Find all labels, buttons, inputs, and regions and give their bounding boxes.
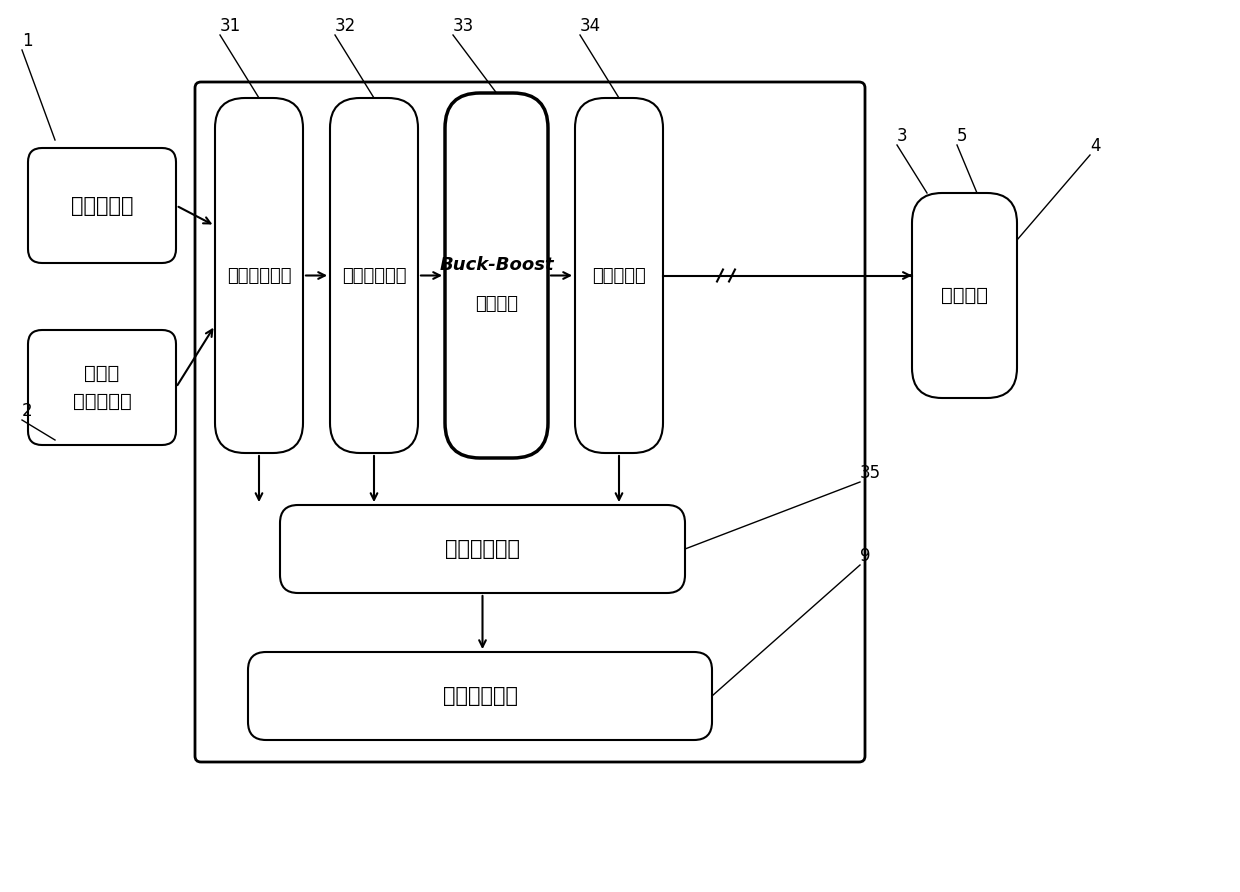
FancyBboxPatch shape	[195, 82, 866, 762]
Text: 35: 35	[861, 464, 882, 482]
Text: 线性稳压器: 线性稳压器	[593, 267, 646, 285]
Text: 31: 31	[219, 17, 242, 35]
Text: 34: 34	[580, 17, 601, 35]
FancyBboxPatch shape	[330, 98, 418, 453]
Text: 2: 2	[22, 402, 32, 420]
FancyBboxPatch shape	[575, 98, 663, 453]
FancyBboxPatch shape	[29, 148, 176, 263]
Text: 超级电容储能: 超级电容储能	[342, 267, 407, 285]
Text: 1: 1	[22, 32, 32, 50]
Text: 32: 32	[335, 17, 356, 35]
FancyBboxPatch shape	[248, 652, 712, 740]
Text: 运行监控模块: 运行监控模块	[445, 539, 520, 559]
Text: 太阳能电池: 太阳能电池	[71, 195, 133, 216]
FancyBboxPatch shape	[280, 505, 684, 593]
Text: 33: 33	[453, 17, 474, 35]
FancyBboxPatch shape	[215, 98, 303, 453]
Text: 开关电源: 开关电源	[475, 294, 518, 312]
Text: 外部负载: 外部负载	[941, 286, 988, 305]
Text: 3: 3	[897, 127, 908, 145]
Text: Buck-Boost: Buck-Boost	[439, 257, 554, 275]
FancyBboxPatch shape	[29, 330, 176, 445]
Text: 振动式
能量收集器: 振动式 能量收集器	[73, 364, 131, 411]
Text: 5: 5	[957, 127, 967, 145]
FancyBboxPatch shape	[445, 93, 548, 458]
Text: 中央控制单元: 中央控制单元	[443, 686, 517, 706]
Text: 全桥整流电路: 全桥整流电路	[227, 267, 291, 285]
Text: 4: 4	[1090, 137, 1101, 155]
FancyBboxPatch shape	[911, 193, 1017, 398]
Text: 9: 9	[861, 547, 870, 565]
